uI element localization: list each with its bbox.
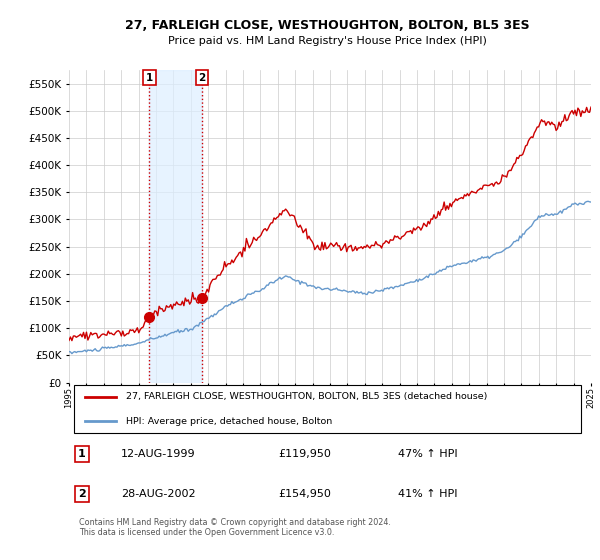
Text: 2: 2 (78, 489, 86, 499)
Text: 2: 2 (199, 73, 206, 83)
Text: Contains HM Land Registry data © Crown copyright and database right 2024.
This d: Contains HM Land Registry data © Crown c… (79, 518, 391, 537)
Text: £154,950: £154,950 (278, 489, 331, 499)
Text: HPI: Average price, detached house, Bolton: HPI: Average price, detached house, Bolt… (127, 417, 332, 426)
Text: Price paid vs. HM Land Registry's House Price Index (HPI): Price paid vs. HM Land Registry's House … (167, 36, 487, 46)
Text: 12-AUG-1999: 12-AUG-1999 (121, 449, 196, 459)
Text: 27, FARLEIGH CLOSE, WESTHOUGHTON, BOLTON, BL5 3ES: 27, FARLEIGH CLOSE, WESTHOUGHTON, BOLTON… (125, 18, 529, 32)
Text: 47% ↑ HPI: 47% ↑ HPI (398, 449, 457, 459)
Bar (149, 70, 202, 382)
Text: 1: 1 (146, 73, 153, 83)
Text: 27, FARLEIGH CLOSE, WESTHOUGHTON, BOLTON, BL5 3ES (detached house): 27, FARLEIGH CLOSE, WESTHOUGHTON, BOLTON… (127, 393, 488, 402)
Text: 41% ↑ HPI: 41% ↑ HPI (398, 489, 457, 499)
FancyBboxPatch shape (74, 385, 581, 433)
Text: 28-AUG-2002: 28-AUG-2002 (121, 489, 196, 499)
Text: 1: 1 (78, 449, 86, 459)
Text: £119,950: £119,950 (278, 449, 331, 459)
